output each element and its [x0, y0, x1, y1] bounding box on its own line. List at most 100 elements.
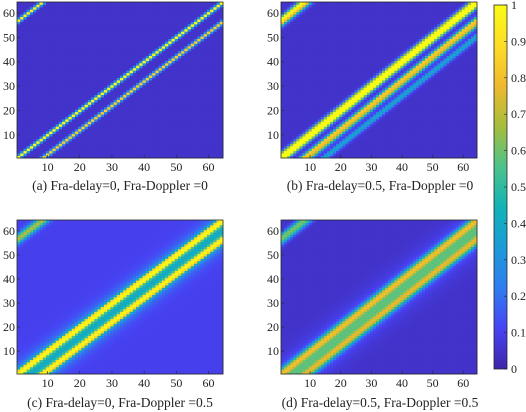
heatmap-cell	[52, 67, 57, 71]
heatmap-cell	[216, 26, 221, 30]
heatmap-cell	[158, 41, 163, 44]
heatmap-cell	[100, 99, 105, 103]
heatmap-cell	[369, 123, 374, 127]
heatmap-cell	[129, 140, 134, 144]
heatmap-cell	[213, 28, 217, 32]
heatmap-cell	[348, 136, 352, 139]
heatmap-cell	[446, 145, 450, 149]
heatmap-cell	[213, 145, 217, 149]
heatmap-cell	[52, 131, 57, 135]
heatmap-cell	[58, 128, 63, 132]
heatmap-cell	[33, 136, 37, 139]
heatmap-cell	[29, 136, 34, 139]
heatmap-cell	[132, 109, 137, 113]
heatmap-cell	[418, 133, 423, 137]
heatmap-cell	[323, 148, 328, 152]
heatmap-cell	[68, 11, 73, 15]
heatmap-cell	[113, 121, 118, 125]
heatmap-cell	[314, 150, 319, 154]
heatmap-cell	[39, 140, 44, 144]
heatmap-cell	[33, 119, 37, 122]
heatmap-cell	[443, 128, 447, 132]
heatmap-cell	[49, 111, 53, 115]
heatmap-cell	[55, 82, 60, 86]
heatmap-cell	[184, 126, 188, 130]
heatmap-cell	[49, 19, 53, 22]
heatmap-cell	[446, 150, 450, 154]
heatmap-cell	[342, 148, 346, 152]
heatmap-cell	[197, 50, 201, 54]
heatmap-cell	[97, 148, 102, 152]
heatmap-cell	[174, 106, 179, 110]
heatmap-cell	[152, 143, 156, 147]
heatmap-cell	[94, 155, 98, 159]
heatmap-cell	[139, 43, 143, 47]
heatmap-cell	[155, 140, 160, 144]
heatmap-cell	[190, 23, 195, 27]
heatmap-cell	[213, 92, 217, 96]
heatmap-cell	[100, 101, 105, 105]
heatmap-cell	[197, 48, 201, 52]
heatmap-cell	[403, 153, 407, 156]
heatmap-cell	[103, 148, 108, 152]
heatmap-cell	[65, 128, 69, 132]
heatmap-cell	[210, 87, 214, 91]
heatmap-cell	[174, 114, 179, 117]
heatmap-cell	[148, 82, 153, 86]
heatmap-cell	[29, 58, 34, 61]
heatmap-cell	[42, 9, 47, 13]
heatmap-cell	[187, 138, 192, 142]
heatmap-cell	[187, 133, 192, 137]
heatmap-cell	[168, 14, 172, 18]
heatmap-cell	[116, 50, 121, 54]
heatmap-cell	[412, 140, 417, 144]
heatmap-cell	[39, 38, 44, 42]
heatmap-cell	[158, 11, 163, 15]
heatmap-cell	[394, 148, 398, 152]
heatmap-cell	[203, 126, 208, 130]
heatmap-cell	[113, 145, 118, 149]
heatmap-cell	[26, 53, 31, 57]
heatmap-cell	[126, 128, 131, 132]
heatmap-cell	[421, 153, 426, 156]
heatmap-cell	[65, 16, 69, 20]
heatmap-cell	[20, 38, 24, 42]
heatmap-cell	[84, 126, 89, 130]
heatmap-cell	[168, 87, 172, 91]
heatmap-cell	[103, 143, 108, 147]
heatmap-cell	[129, 80, 134, 83]
heatmap-cell	[165, 45, 169, 49]
heatmap-cell	[129, 133, 134, 137]
heatmap-cell	[452, 128, 456, 132]
heatmap-cell	[33, 101, 37, 105]
heatmap-cell	[145, 80, 150, 83]
heatmap-cell	[181, 109, 185, 113]
heatmap-cell	[126, 43, 131, 47]
heatmap-cell	[42, 2, 47, 5]
heatmap-cell	[181, 26, 185, 30]
heatmap-cell	[87, 38, 92, 42]
heatmap-cell	[97, 153, 102, 156]
heatmap-cell	[45, 114, 50, 117]
heatmap-cell	[360, 133, 365, 137]
heatmap-cell	[284, 143, 288, 147]
heatmap-cell	[100, 65, 105, 69]
heatmap-cell	[65, 2, 69, 5]
heatmap-cell	[126, 55, 131, 59]
heatmap-cell	[97, 131, 102, 135]
heatmap-cell	[216, 41, 221, 44]
heatmap-cell	[177, 140, 182, 144]
heatmap-cell	[116, 16, 121, 20]
heatmap-cell	[431, 150, 435, 154]
heatmap-cell	[68, 138, 73, 142]
heatmap-cell	[45, 50, 50, 54]
heatmap-cell	[74, 48, 79, 52]
heatmap-cell	[29, 11, 34, 15]
heatmap-cell	[155, 143, 160, 147]
heatmap-cell	[100, 38, 105, 42]
heatmap-cell	[473, 138, 478, 142]
heatmap-cell	[434, 138, 438, 142]
heatmap-cell	[36, 16, 40, 20]
heatmap-cell	[287, 123, 291, 127]
heatmap-cell	[197, 53, 201, 57]
